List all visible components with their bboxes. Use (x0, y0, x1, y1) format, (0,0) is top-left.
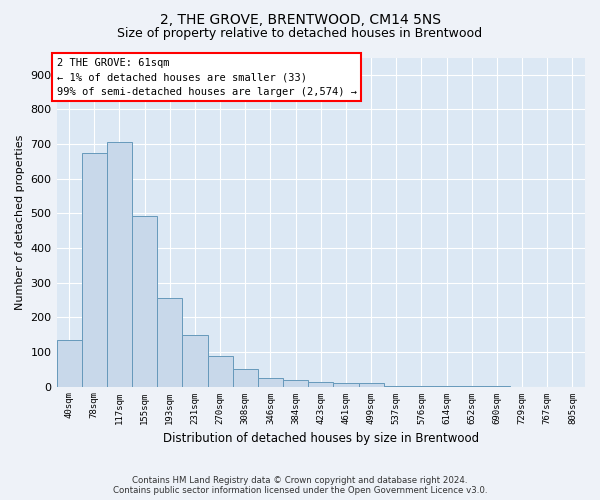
Bar (182, 334, 208, 386)
Bar (308, 382, 334, 386)
Y-axis label: Number of detached properties: Number of detached properties (15, 134, 25, 310)
Bar (82, 153, 107, 386)
Bar (208, 356, 233, 386)
Text: 2 THE GROVE: 61sqm
← 1% of detached houses are smaller (33)
99% of semi-detached: 2 THE GROVE: 61sqm ← 1% of detached hous… (56, 58, 356, 97)
Bar (132, 216, 157, 386)
Bar (334, 383, 359, 386)
X-axis label: Distribution of detached houses by size in Brentwood: Distribution of detached houses by size … (163, 432, 479, 445)
Bar (157, 298, 182, 386)
Bar (233, 368, 258, 386)
Text: 2, THE GROVE, BRENTWOOD, CM14 5NS: 2, THE GROVE, BRENTWOOD, CM14 5NS (160, 12, 440, 26)
Text: Contains HM Land Registry data © Crown copyright and database right 2024.
Contai: Contains HM Land Registry data © Crown c… (113, 476, 487, 495)
Bar (107, 142, 132, 386)
Bar (359, 384, 383, 386)
Bar (56, 340, 82, 386)
Text: Size of property relative to detached houses in Brentwood: Size of property relative to detached ho… (118, 28, 482, 40)
Bar (283, 380, 308, 386)
Bar (258, 378, 283, 386)
